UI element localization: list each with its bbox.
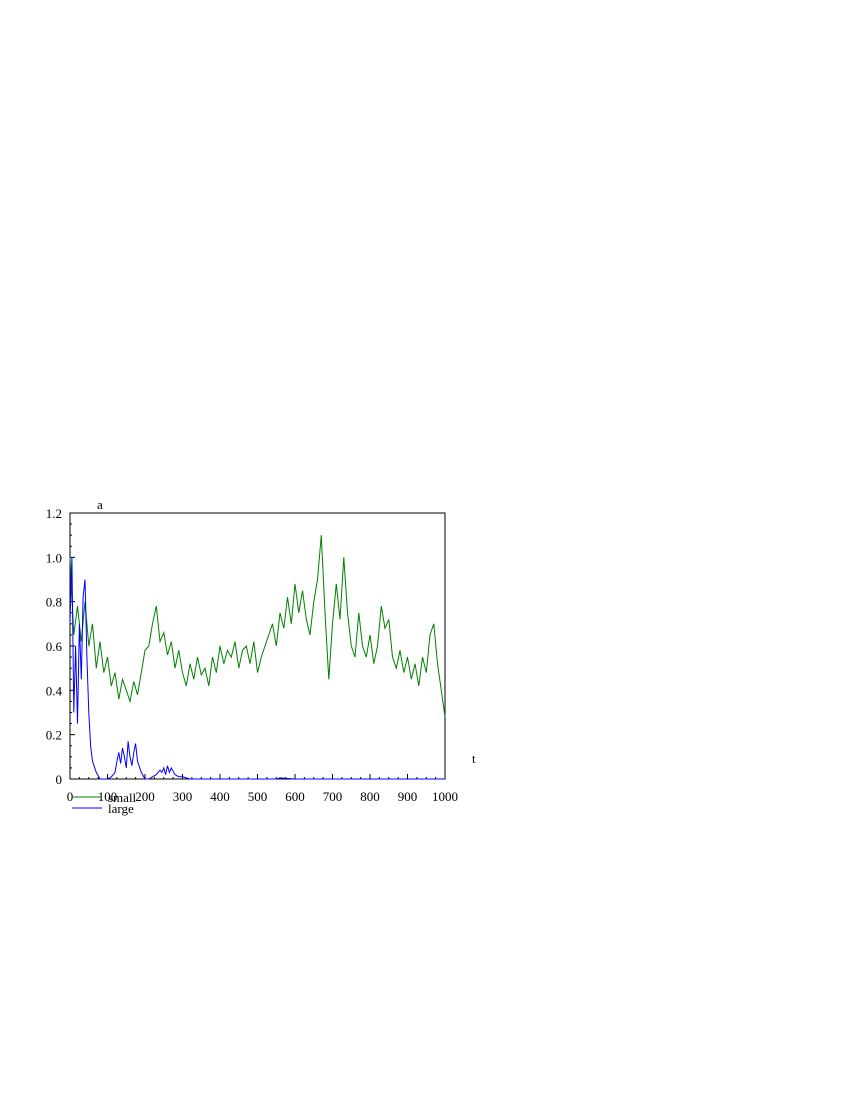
x-tick-label: 200	[135, 789, 155, 804]
y-tick-label: 0.4	[46, 683, 63, 698]
y-axis-label: a	[97, 497, 103, 512]
x-tick-label: 600	[285, 789, 305, 804]
legend-label-small: small	[108, 790, 137, 805]
x-tick-label: 0	[67, 789, 74, 804]
series-lines	[69, 535, 446, 780]
y-tick-label: 0.2	[46, 728, 62, 743]
x-tick-label: 400	[210, 789, 230, 804]
series-line-small	[69, 535, 446, 717]
x-axis: 0 100 200 300 400 500 600 700 800 900 1000	[67, 774, 458, 804]
x-tick-label: 100	[98, 789, 118, 804]
x-tick-label: 700	[323, 789, 343, 804]
x-tick-label: 1000	[432, 789, 458, 804]
x-tick-label: 300	[173, 789, 193, 804]
y-axis: 0 0.2 0.4 0.6 0.8 1.0 1.2	[46, 506, 75, 787]
y-tick-label: 0.6	[46, 639, 63, 654]
plot-frame	[69, 512, 446, 780]
x-tick-label: 800	[360, 789, 380, 804]
x-tick-label: 900	[398, 789, 418, 804]
series-line-large	[69, 557, 445, 780]
x-axis-label: t	[472, 751, 476, 766]
x-tick-label: 500	[248, 789, 268, 804]
y-tick-label: 1.2	[46, 506, 62, 521]
y-tick-label: 0.8	[46, 595, 62, 610]
legend-label-large: large	[108, 801, 134, 816]
y-tick-label: 0	[56, 772, 63, 787]
y-tick-label: 1.0	[46, 550, 62, 565]
